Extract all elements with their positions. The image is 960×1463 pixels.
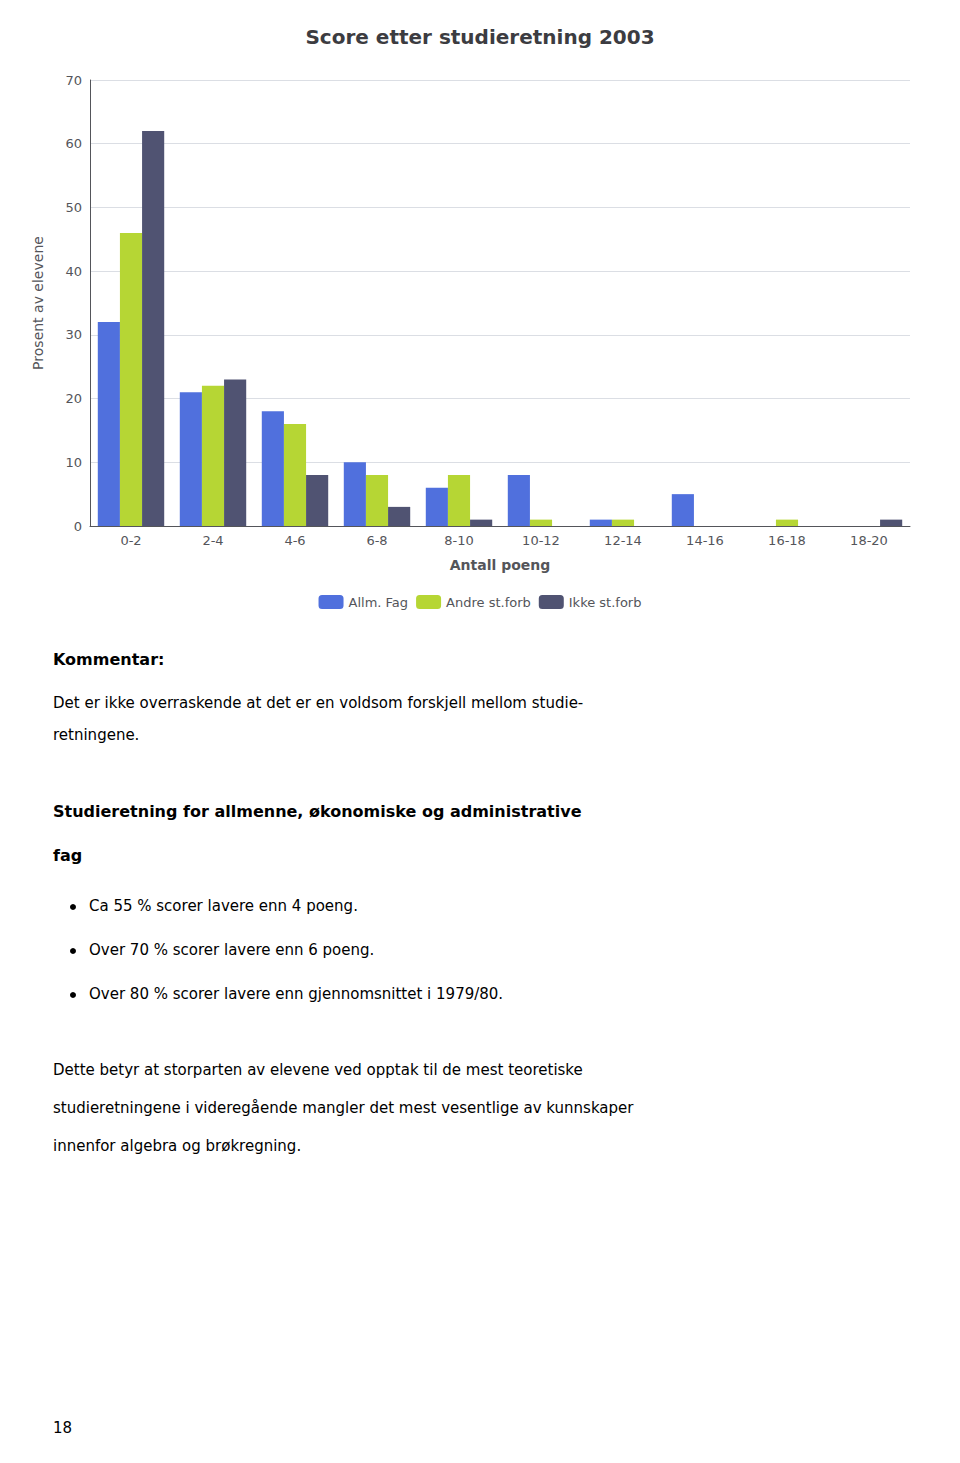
svg-text:Score etter studieretning 2003: Score etter studieretning 2003	[305, 25, 654, 49]
svg-text:Ikke st.forb: Ikke st.forb	[569, 595, 642, 610]
svg-text:8-10: 8-10	[444, 533, 474, 548]
svg-text:retningene.: retningene.	[53, 726, 139, 744]
svg-text:Studieretning for allmenne, øk: Studieretning for allmenne, økonomiske o…	[53, 802, 582, 821]
svg-text:Det er ikke overraskende at de: Det er ikke overraskende at det er en vo…	[53, 694, 583, 712]
svg-text:Allm. Fag: Allm. Fag	[349, 595, 409, 610]
svg-text:Over 70 % scorer lavere enn 6: Over 70 % scorer lavere enn 6 poeng.	[89, 941, 374, 959]
svg-text:20: 20	[65, 391, 82, 406]
svg-text:Over 80 % scorer lavere enn gj: Over 80 % scorer lavere enn gjennomsnitt…	[89, 985, 503, 1003]
svg-text:0: 0	[74, 519, 82, 534]
svg-text:fag: fag	[53, 846, 82, 865]
svg-text:Prosent av elevene: Prosent av elevene	[30, 236, 46, 370]
svg-text:0-2: 0-2	[120, 533, 141, 548]
svg-text:Ca 55 % scorer lavere enn 4 po: Ca 55 % scorer lavere enn 4 poeng.	[89, 897, 358, 915]
svg-text:10-12: 10-12	[522, 533, 560, 548]
svg-text:Antall poeng: Antall poeng	[450, 557, 551, 573]
svg-text:innenfor algebra og brøkregnin: innenfor algebra og brøkregning.	[53, 1137, 301, 1155]
svg-text:4-6: 4-6	[284, 533, 305, 548]
svg-text:40: 40	[65, 264, 82, 279]
svg-text:18: 18	[53, 1419, 72, 1437]
svg-text:50: 50	[65, 200, 82, 215]
svg-text:Kommentar:: Kommentar:	[53, 650, 164, 669]
svg-text:10: 10	[65, 455, 82, 470]
svg-text:Andre st.forb: Andre st.forb	[446, 595, 531, 610]
svg-text:16-18: 16-18	[768, 533, 806, 548]
svg-text:14-16: 14-16	[686, 533, 724, 548]
svg-text:2-4: 2-4	[202, 533, 223, 548]
svg-text:18-20: 18-20	[850, 533, 888, 548]
svg-text:Dette betyr at storparten av e: Dette betyr at storparten av elevene ved…	[53, 1061, 583, 1079]
svg-text:studieretningene i videregåend: studieretningene i videregående mangler …	[53, 1099, 634, 1117]
svg-text:6-8: 6-8	[366, 533, 387, 548]
svg-text:12-14: 12-14	[604, 533, 642, 548]
svg-text:70: 70	[65, 73, 82, 88]
svg-text:30: 30	[65, 327, 82, 342]
svg-text:60: 60	[65, 136, 82, 151]
